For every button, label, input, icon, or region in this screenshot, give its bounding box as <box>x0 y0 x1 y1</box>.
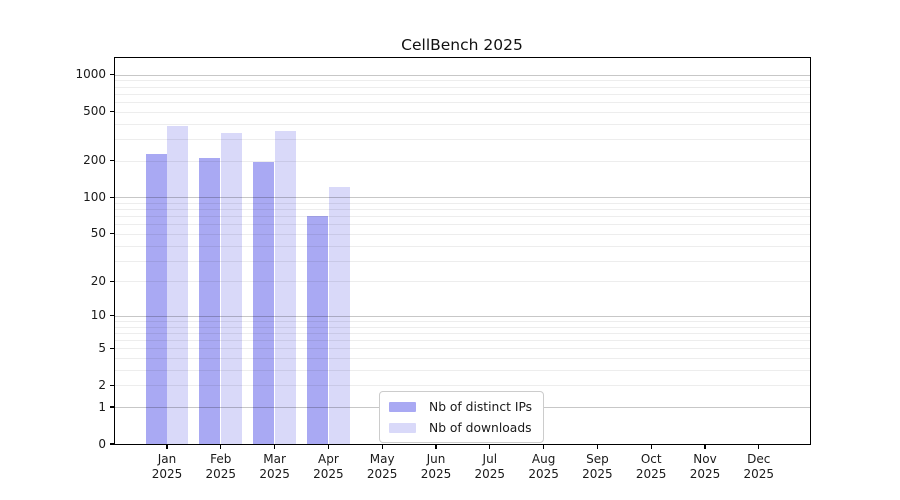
y-tick-label-100: 100 <box>83 189 106 204</box>
bar-downloads-mar <box>274 130 297 444</box>
y-tick-mark-100 <box>110 196 114 198</box>
x-tick-label-nov: Nov 2025 <box>689 452 721 481</box>
x-tick-mark-may <box>381 445 383 449</box>
bar-downloads-feb <box>221 133 243 444</box>
x-tick-mark-dec <box>758 445 760 449</box>
x-tick-mark-jul <box>489 445 491 449</box>
x-tick-label-apr: Apr 2025 <box>313 452 344 481</box>
y-tick-label-1: 1 <box>98 399 106 414</box>
y-tick-mark-1 <box>110 406 114 408</box>
legend-label-downloads: Nb of downloads <box>429 420 532 435</box>
legend: Nb of distinct IPs Nb of downloads <box>379 391 545 443</box>
gridline-300 <box>115 139 810 140</box>
y-tick-mark-5 <box>110 347 114 349</box>
x-tick-mark-nov <box>704 445 706 449</box>
legend-item-distinct-ips: Nb of distinct IPs <box>389 398 532 415</box>
gridline-800 <box>115 86 810 88</box>
chart-title: CellBench 2025 <box>401 36 523 54</box>
y-tick-label-500: 500 <box>83 104 106 119</box>
plot-area: Nb of distinct IPs Nb of downloads <box>114 57 811 445</box>
y-tick-label-1000: 1000 <box>75 67 106 82</box>
x-tick-label-sep: Sep 2025 <box>582 452 613 481</box>
bar-distinct-ips-mar <box>253 161 275 444</box>
y-tick-label-10: 10 <box>90 308 106 323</box>
x-tick-mark-oct <box>650 445 652 449</box>
y-tick-mark-10 <box>110 315 114 317</box>
x-tick-label-oct: Oct 2025 <box>635 452 667 481</box>
bar-downloads-jan <box>167 125 189 444</box>
gridline-700 <box>115 93 810 95</box>
y-tick-label-0: 0 <box>98 436 106 451</box>
x-tick-label-may: May 2025 <box>366 452 398 481</box>
legend-label-distinct-ips: Nb of distinct IPs <box>429 399 533 414</box>
x-tick-mark-feb <box>220 445 222 449</box>
y-tick-label-20: 20 <box>90 273 106 288</box>
gridline-1000 <box>115 74 810 76</box>
gridline-500 <box>115 111 810 113</box>
y-tick-mark-20 <box>110 280 114 282</box>
x-tick-label-jun: Jun 2025 <box>420 452 452 481</box>
y-tick-mark-1000 <box>110 74 114 76</box>
x-tick-mark-sep <box>596 445 598 449</box>
y-tick-mark-50 <box>110 233 114 235</box>
bar-downloads-apr <box>328 186 350 444</box>
y-tick-mark-200 <box>110 160 114 162</box>
y-tick-label-50: 50 <box>90 226 106 241</box>
distinct-ips-swatch <box>389 401 416 412</box>
gridline-600 <box>115 102 810 104</box>
gridline-900 <box>115 80 810 82</box>
y-tick-mark-2 <box>110 384 114 386</box>
x-tick-mark-apr <box>327 445 329 449</box>
legend-item-downloads: Nb of downloads <box>389 419 532 436</box>
bar-distinct-ips-feb <box>199 158 221 444</box>
x-tick-mark-jun <box>435 445 437 449</box>
y-tick-label-5: 5 <box>98 340 106 355</box>
bar-distinct-ips-jan <box>145 154 167 444</box>
y-tick-label-200: 200 <box>83 153 106 168</box>
x-tick-mark-jan <box>166 445 168 449</box>
x-tick-mark-mar <box>274 445 276 449</box>
x-tick-label-mar: Mar 2025 <box>259 452 290 481</box>
x-tick-label-dec: Dec 2025 <box>743 452 775 481</box>
downloads-swatch <box>389 422 416 433</box>
x-tick-label-aug: Aug 2025 <box>528 452 559 481</box>
y-tick-mark-500 <box>110 111 114 113</box>
x-tick-label-jan: Jan 2025 <box>151 452 183 481</box>
gridline-400 <box>115 123 810 125</box>
y-tick-label-2: 2 <box>98 377 106 392</box>
bar-distinct-ips-apr <box>306 216 329 444</box>
x-tick-label-jul: Jul 2025 <box>474 452 506 481</box>
y-tick-mark-0 <box>110 443 114 445</box>
x-tick-label-feb: Feb 2025 <box>205 452 237 481</box>
x-tick-mark-aug <box>543 445 545 449</box>
